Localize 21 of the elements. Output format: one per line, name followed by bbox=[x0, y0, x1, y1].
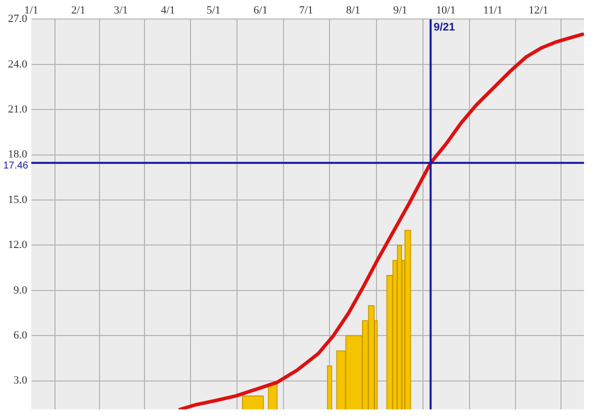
x-tick-label: 2/1 bbox=[71, 4, 86, 16]
x-tick-label: 10/1 bbox=[436, 4, 456, 16]
y-tick-label: 15.0 bbox=[8, 194, 28, 206]
x-tick-label: 12/1 bbox=[528, 4, 548, 16]
ref-line-label: 17.46 bbox=[3, 160, 29, 172]
y-tick-label: 9.0 bbox=[14, 284, 28, 296]
y-tick-label: 3.0 bbox=[14, 374, 28, 387]
x-tick-label: 4/1 bbox=[160, 4, 175, 16]
x-tick-label: 3/1 bbox=[114, 4, 128, 16]
x-tick-label: 8/1 bbox=[346, 4, 360, 16]
y-tick-label: 18.0 bbox=[8, 148, 28, 161]
y-tick-label: 12.0 bbox=[8, 239, 28, 252]
ref-line-label: 9/21 bbox=[434, 22, 456, 34]
y-tick-label: 24.0 bbox=[8, 58, 28, 70]
x-tick-label: 11/1 bbox=[483, 4, 502, 16]
x-tick-label: 6/1 bbox=[254, 4, 268, 16]
y-tick-label: 21.0 bbox=[8, 103, 28, 116]
x-tick-label: 5/1 bbox=[206, 4, 221, 16]
x-tick-label: 9/1 bbox=[393, 4, 408, 16]
y-tick-label: 6.0 bbox=[14, 329, 28, 342]
x-tick-label: 7/1 bbox=[299, 4, 314, 16]
